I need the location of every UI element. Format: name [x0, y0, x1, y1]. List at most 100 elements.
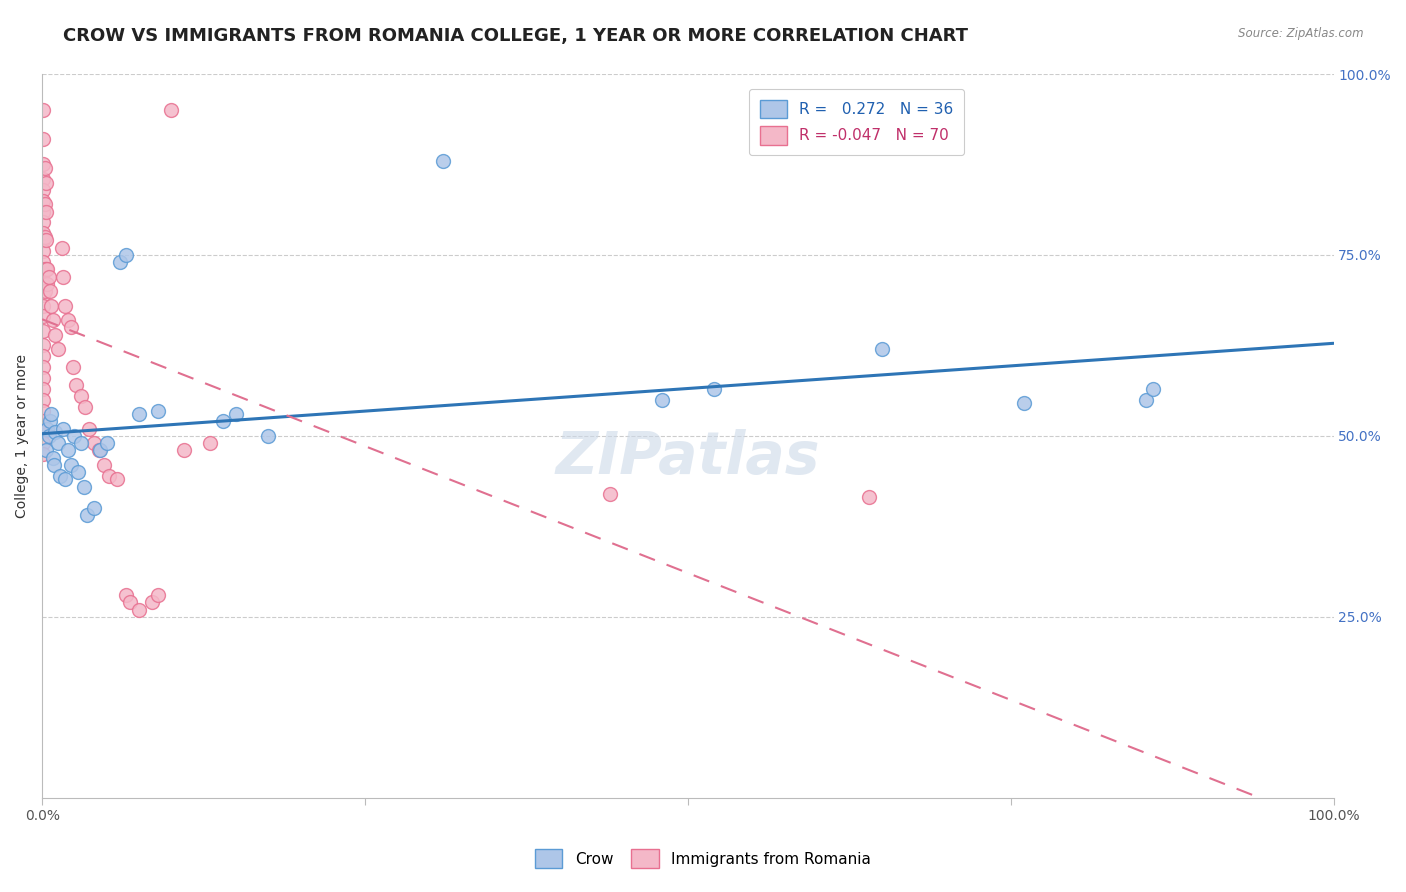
Point — [42, 458, 65, 472]
Text: ZIPatlas: ZIPatlas — [555, 429, 820, 486]
Point — [32, 244, 55, 259]
Point — [34, 197, 56, 211]
Y-axis label: College, 1 year or more: College, 1 year or more — [15, 354, 30, 518]
Point — [32, 436, 55, 450]
Point — [37, 422, 59, 436]
Point — [76, 508, 98, 523]
Point — [52, 422, 75, 436]
Point — [77, 422, 100, 436]
Legend: Crow, Immigrants from Romania: Crow, Immigrants from Romania — [527, 841, 879, 875]
Point — [32, 103, 55, 118]
Point — [32, 183, 55, 197]
Point — [32, 194, 55, 208]
Point — [52, 269, 75, 284]
Point — [59, 320, 82, 334]
Point — [32, 371, 55, 385]
Point — [32, 172, 55, 186]
Point — [37, 277, 59, 291]
Point — [858, 491, 880, 505]
Point — [87, 443, 110, 458]
Point — [141, 595, 163, 609]
Point — [225, 407, 247, 421]
Point — [32, 255, 55, 269]
Point — [41, 313, 63, 327]
Point — [38, 429, 60, 443]
Point — [32, 266, 55, 280]
Point — [56, 313, 79, 327]
Point — [212, 414, 235, 428]
Point — [35, 443, 58, 458]
Point — [160, 103, 183, 118]
Point — [32, 392, 55, 407]
Point — [118, 595, 141, 609]
Point — [1135, 392, 1157, 407]
Point — [35, 204, 58, 219]
Point — [32, 132, 55, 146]
Point — [870, 342, 893, 356]
Point — [703, 382, 725, 396]
Point — [70, 389, 93, 403]
Point — [96, 436, 118, 450]
Point — [1012, 396, 1035, 410]
Point — [32, 299, 55, 313]
Point — [73, 400, 96, 414]
Point — [32, 157, 55, 171]
Point — [32, 310, 55, 324]
Point — [39, 299, 62, 313]
Point — [35, 176, 58, 190]
Point — [34, 161, 56, 175]
Point — [32, 324, 55, 338]
Point — [198, 436, 221, 450]
Point — [173, 443, 195, 458]
Point — [599, 487, 621, 501]
Point — [44, 327, 66, 342]
Point — [59, 458, 82, 472]
Point — [32, 277, 55, 291]
Point — [55, 299, 77, 313]
Point — [55, 472, 77, 486]
Point — [32, 234, 55, 248]
Point — [148, 588, 170, 602]
Point — [34, 284, 56, 298]
Point — [39, 407, 62, 421]
Point — [46, 342, 69, 356]
Point — [72, 479, 94, 493]
Point — [32, 226, 55, 240]
Point — [51, 241, 73, 255]
Point — [148, 403, 170, 417]
Legend: R =   0.272   N = 36, R = -0.047   N = 70: R = 0.272 N = 36, R = -0.047 N = 70 — [749, 89, 965, 155]
Point — [35, 262, 58, 277]
Point — [32, 204, 55, 219]
Point — [98, 468, 121, 483]
Point — [32, 447, 55, 461]
Point — [39, 414, 62, 428]
Point — [70, 436, 93, 450]
Point — [115, 588, 138, 602]
Point — [32, 403, 55, 417]
Point — [41, 450, 63, 465]
Point — [32, 215, 55, 229]
Point — [65, 378, 87, 392]
Point — [63, 429, 86, 443]
Text: CROW VS IMMIGRANTS FROM ROMANIA COLLEGE, 1 YEAR OR MORE CORRELATION CHART: CROW VS IMMIGRANTS FROM ROMANIA COLLEGE,… — [63, 27, 969, 45]
Point — [39, 284, 62, 298]
Point — [32, 360, 55, 375]
Point — [62, 360, 84, 375]
Point — [37, 262, 59, 277]
Point — [83, 501, 105, 516]
Point — [108, 255, 131, 269]
Point — [128, 407, 150, 421]
Point — [38, 269, 60, 284]
Point — [432, 153, 454, 168]
Point — [32, 425, 55, 440]
Point — [46, 436, 69, 450]
Point — [1142, 382, 1164, 396]
Point — [93, 458, 115, 472]
Point — [32, 338, 55, 352]
Point — [35, 234, 58, 248]
Point — [89, 443, 111, 458]
Point — [32, 349, 55, 363]
Point — [44, 425, 66, 440]
Point — [67, 465, 90, 479]
Point — [32, 382, 55, 396]
